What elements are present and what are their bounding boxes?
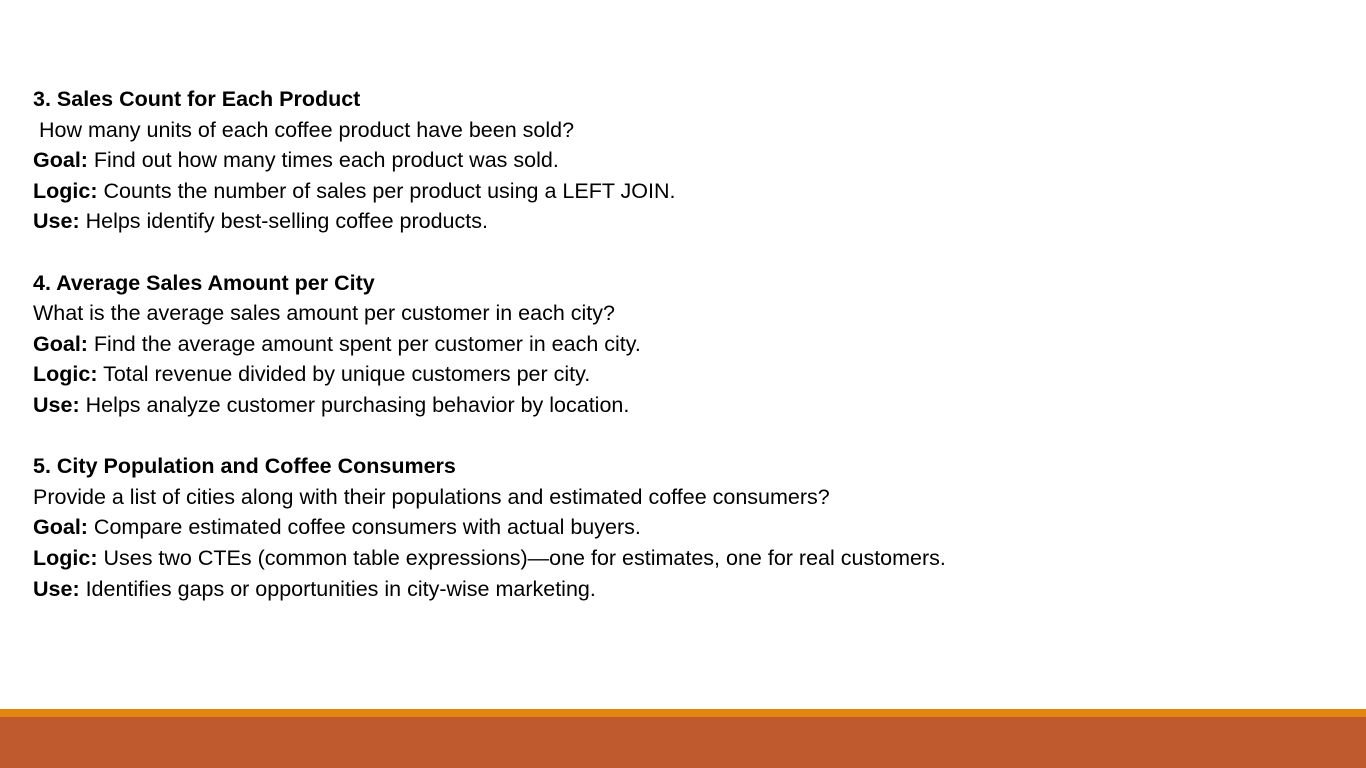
footer-accent-stripe (0, 709, 1366, 717)
goal-text: Find out how many times each product was… (87, 148, 559, 173)
goal-label: Goal: (33, 515, 88, 540)
goal-label: Goal: (33, 331, 88, 356)
goal-line: Goal: Find the average amount spent per … (33, 329, 1333, 360)
use-label: Use: (33, 209, 80, 234)
section-sales-count: 3. Sales Count for Each Product How many… (33, 84, 1333, 237)
use-text: Helps analyze customer purchasing behavi… (79, 392, 630, 417)
use-line: Use: Helps analyze customer purchasing b… (33, 390, 1333, 421)
logic-line: Logic: Total revenue divided by unique c… (33, 359, 1333, 390)
logic-label: Logic: (33, 545, 98, 570)
logic-text: Counts the number of sales per product u… (97, 178, 676, 203)
section-question: How many units of each coffee product ha… (33, 117, 575, 142)
logic-label: Logic: (33, 362, 98, 387)
section-question: What is the average sales amount per cus… (33, 301, 615, 326)
slide-right-edge (1363, 0, 1366, 710)
use-label: Use: (33, 576, 80, 601)
use-line: Use: Identifies gaps or opportunities in… (33, 574, 1333, 605)
goal-text: Compare estimated coffee consumers with … (87, 515, 641, 540)
use-line: Use: Helps identify best-selling coffee … (33, 206, 1333, 237)
use-label: Use: (33, 392, 80, 417)
logic-line: Logic: Uses two CTEs (common table expre… (33, 543, 1333, 574)
goal-text: Find the average amount spent per custom… (87, 331, 641, 356)
section-title: 3. Sales Count for Each Product (33, 87, 361, 111)
goal-line: Goal: Find out how many times each produ… (33, 145, 1333, 176)
logic-text: Total revenue divided by unique customer… (97, 362, 591, 387)
use-text: Helps identify best-selling coffee produ… (79, 209, 488, 234)
logic-line: Logic: Counts the number of sales per pr… (33, 176, 1333, 207)
goal-line: Goal: Compare estimated coffee consumers… (33, 512, 1333, 543)
section-city-population: 5. City Population and Coffee Consumers … (33, 451, 1333, 604)
section-title: 5. City Population and Coffee Consumers (33, 454, 456, 479)
section-average-sales: 4. Average Sales Amount per City What is… (33, 268, 1333, 421)
footer-bar (0, 717, 1366, 768)
logic-label: Logic: (33, 178, 98, 203)
slide-content: 3. Sales Count for Each Product How many… (33, 84, 1333, 604)
use-text: Identifies gaps or opportunities in city… (79, 576, 596, 601)
logic-text: Uses two CTEs (common table expressions)… (97, 545, 946, 570)
goal-label: Goal: (33, 148, 88, 173)
section-question: Provide a list of cities along with thei… (33, 484, 830, 509)
section-title: 4. Average Sales Amount per City (33, 270, 375, 295)
